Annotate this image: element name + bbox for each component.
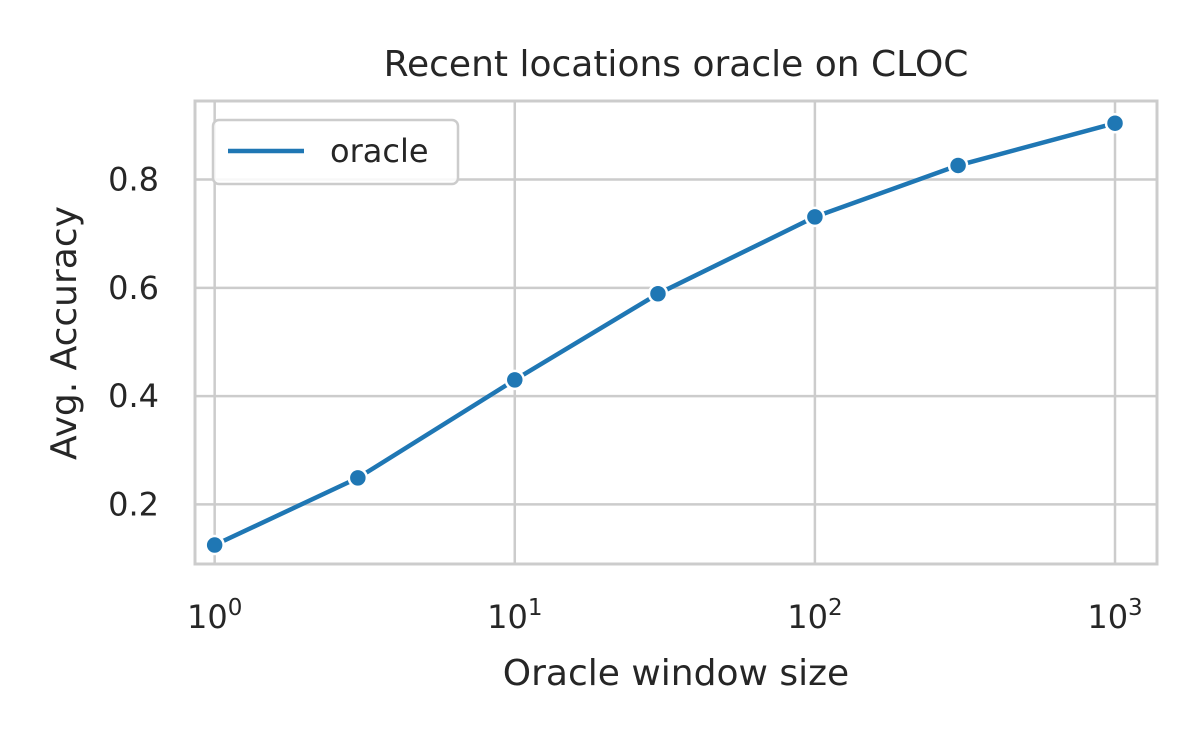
x-axis-label: Oracle window size [503, 653, 849, 694]
series-layer [204, 112, 1126, 556]
y-axis-label: Avg. Accuracy [44, 206, 85, 460]
plot-frame [193, 99, 1159, 566]
x-tick-label: 100 [187, 595, 242, 636]
data-point [947, 155, 969, 176]
data-point [1104, 112, 1126, 134]
y-tick-label: 0.4 [108, 377, 159, 415]
x-tick-label: 102 [787, 595, 842, 636]
data-point [204, 534, 225, 556]
data-point [347, 467, 369, 489]
y-tick-label: 0.8 [108, 161, 159, 199]
x-tick-label: 101 [487, 595, 542, 636]
data-point [647, 283, 669, 305]
y-tick-label: 0.2 [108, 485, 159, 523]
data-point [804, 206, 826, 228]
grid [195, 101, 1157, 564]
y-axis-ticks: 0.2 0.4 0.6 0.8 [108, 161, 159, 524]
data-point [504, 369, 526, 391]
legend-box [211, 118, 460, 186]
y-tick-label: 0.6 [108, 269, 159, 307]
legend-label: oracle [330, 132, 429, 170]
chart-title: Recent locations oracle on CLOC [384, 44, 969, 85]
x-tick-label: 103 [1087, 595, 1142, 636]
legend: oracle [211, 118, 460, 186]
x-axis-ticks: 100 101 102 103 [187, 595, 1143, 636]
